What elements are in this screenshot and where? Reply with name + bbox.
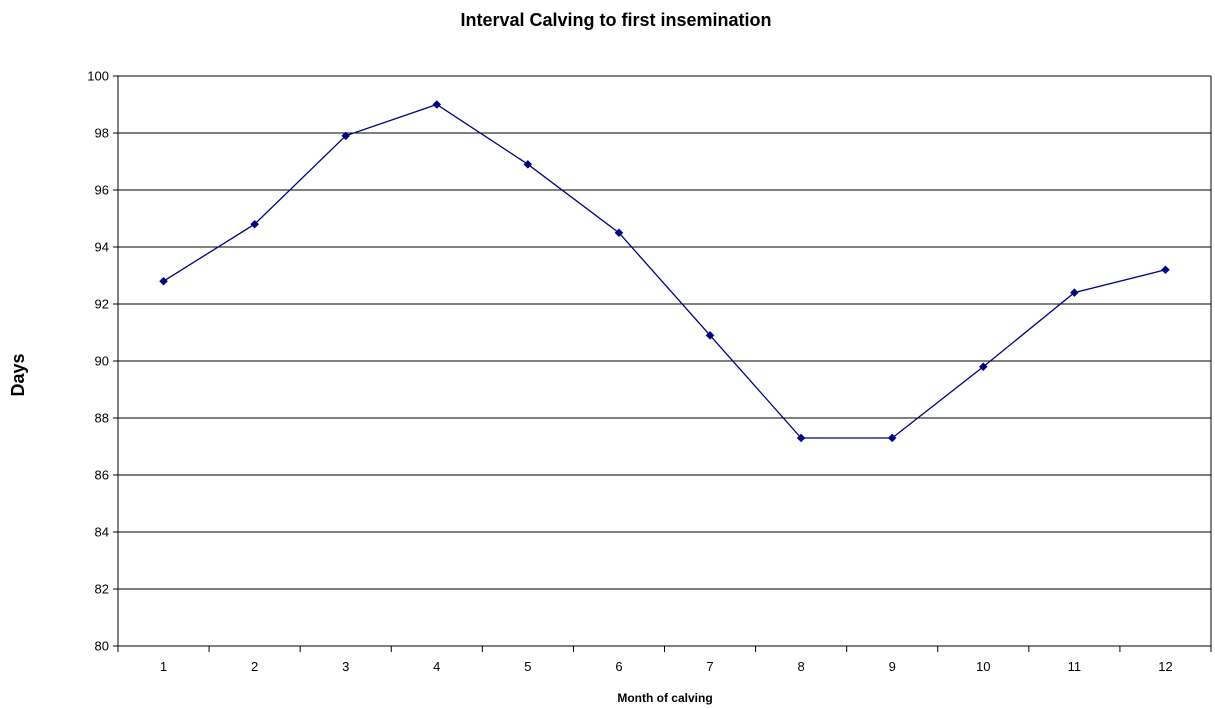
data-point	[432, 100, 442, 109]
data-point	[796, 433, 806, 443]
data-point	[250, 219, 259, 229]
y-tick-label: 88	[95, 411, 109, 426]
y-tick-label: 84	[95, 525, 109, 540]
x-tick-label: 11	[1068, 659, 1082, 674]
data-point	[159, 276, 168, 286]
x-tick-label: 5	[524, 659, 531, 674]
x-tick-label: 3	[342, 659, 349, 674]
x-tick-label: 6	[615, 659, 622, 674]
gridlines	[118, 75, 1211, 590]
x-tick-label: 7	[706, 659, 713, 674]
y-tick-labels: 80 82 84 86 88 90 92 94 96 98 100	[87, 69, 109, 654]
y-tick-label: 100	[87, 69, 109, 84]
x-tick-label: 9	[889, 659, 896, 674]
y-tick-label: 90	[95, 354, 109, 369]
data-point	[1161, 265, 1170, 275]
data-series	[159, 100, 1170, 443]
x-tick-label: 12	[1158, 659, 1172, 674]
x-tick-label: 2	[251, 659, 258, 674]
data-point	[887, 433, 897, 443]
x-axis-label: Month of calving	[617, 691, 712, 705]
y-axis-label: Days	[8, 353, 28, 396]
y-tick-label: 80	[95, 639, 109, 654]
data-point	[614, 228, 624, 238]
x-tick-label: 8	[798, 659, 805, 674]
axes	[113, 75, 1212, 652]
y-tick-label: 98	[95, 126, 109, 141]
x-tick-label: 1	[160, 659, 167, 674]
data-point	[523, 159, 533, 169]
data-point	[978, 362, 988, 372]
data-point	[705, 330, 715, 340]
y-tick-label: 92	[95, 297, 109, 312]
series-line	[163, 103, 1166, 439]
x-tick-labels: 1 2 3 4 5 6 7 8 9 10 11 12	[160, 659, 1173, 674]
y-tick-label: 82	[95, 582, 109, 597]
y-tick-label: 94	[95, 240, 109, 255]
data-point	[1070, 288, 1079, 297]
x-tick-label: 4	[433, 659, 440, 674]
x-tick-label: 10	[976, 659, 990, 674]
y-tick-label: 96	[95, 183, 109, 198]
chart-title: Interval Calving to first insemination	[460, 10, 771, 30]
data-point	[341, 131, 351, 141]
y-tick-label: 86	[95, 468, 109, 483]
